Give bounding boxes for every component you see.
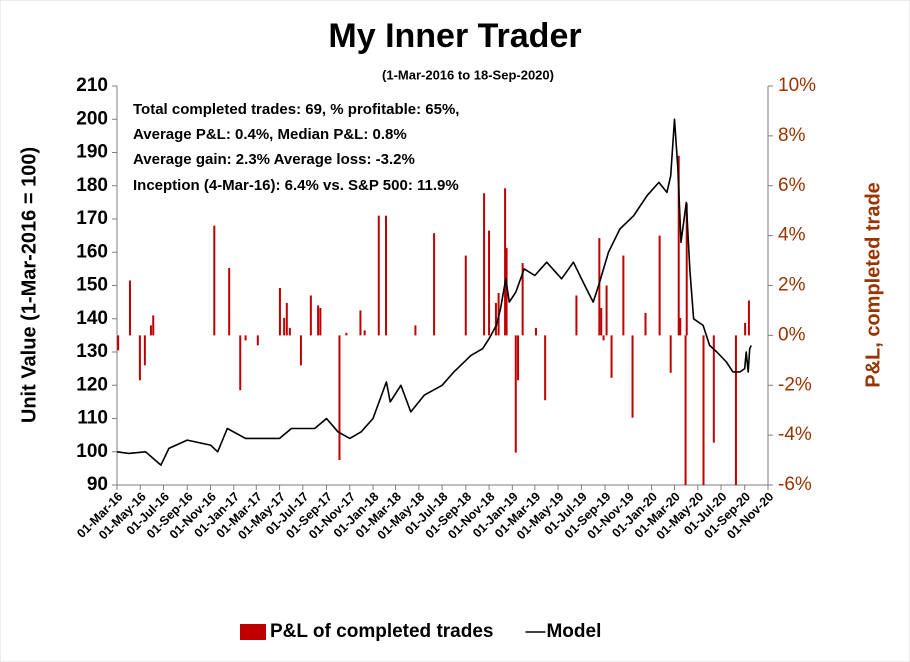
bar bbox=[685, 203, 688, 336]
bar bbox=[138, 335, 141, 381]
annotation: Inception (4-Mar-16): 6.4% vs. S&P 500: … bbox=[133, 177, 459, 194]
bar bbox=[128, 280, 131, 336]
bar bbox=[644, 312, 647, 336]
bar bbox=[488, 230, 491, 336]
bar bbox=[504, 188, 507, 336]
bar bbox=[702, 335, 705, 485]
y-tick-label: 120 bbox=[76, 374, 108, 395]
bar bbox=[494, 302, 497, 336]
bar bbox=[544, 335, 547, 401]
legend-label: Model bbox=[546, 621, 601, 642]
bar bbox=[575, 295, 578, 336]
annotation: Average gain: 2.3% Average loss: -3.2% bbox=[133, 151, 415, 168]
bar bbox=[239, 335, 242, 391]
bar bbox=[117, 335, 120, 351]
y-tick-label: 110 bbox=[77, 408, 108, 429]
y-tick-label: 140 bbox=[76, 308, 108, 329]
bar bbox=[256, 335, 259, 346]
chart-title: My Inner Trader bbox=[328, 17, 581, 55]
y2-tick-label: -6% bbox=[778, 474, 812, 495]
bar bbox=[631, 335, 634, 418]
bar bbox=[679, 317, 682, 336]
bar bbox=[677, 155, 680, 336]
y2-tick-label: 8% bbox=[778, 125, 806, 146]
bar bbox=[734, 335, 737, 485]
bar bbox=[598, 238, 601, 336]
bar bbox=[414, 325, 417, 336]
bar bbox=[359, 310, 362, 336]
y2-tick-label: -4% bbox=[778, 424, 812, 445]
y-tick-label: 90 bbox=[87, 474, 108, 495]
bar bbox=[244, 335, 247, 341]
bar bbox=[517, 335, 520, 381]
line bbox=[116, 118, 752, 466]
y-tick-label: 130 bbox=[76, 341, 108, 362]
bar bbox=[152, 315, 155, 336]
y-axis-label: Unit Value (1-Mar-2016 = 100) bbox=[18, 147, 40, 423]
bar bbox=[464, 255, 467, 336]
y2-tick-label: 2% bbox=[778, 275, 806, 296]
y-tick-label: 180 bbox=[76, 175, 108, 196]
bar bbox=[288, 327, 291, 336]
bar bbox=[338, 335, 341, 461]
bar bbox=[658, 235, 661, 336]
bar bbox=[712, 335, 715, 443]
bar bbox=[377, 215, 380, 336]
bar bbox=[514, 335, 517, 453]
bar bbox=[483, 193, 486, 336]
bar bbox=[684, 335, 687, 485]
legend-swatch bbox=[240, 624, 266, 640]
bar bbox=[319, 307, 322, 336]
y-tick-label: 170 bbox=[76, 208, 108, 229]
bar bbox=[285, 302, 288, 336]
y-tick-label: 190 bbox=[76, 142, 108, 163]
y2-tick-label: 10% bbox=[778, 75, 816, 96]
y2-tick-label: 6% bbox=[778, 175, 806, 196]
bar bbox=[605, 285, 608, 336]
bar bbox=[534, 327, 537, 336]
bar bbox=[363, 330, 366, 336]
y-tick-label: 100 bbox=[76, 441, 108, 462]
bar bbox=[521, 263, 524, 336]
bar bbox=[283, 317, 286, 336]
bar bbox=[602, 335, 605, 341]
y2-tick-label: -2% bbox=[778, 374, 812, 395]
chart-subtitle: (1-Mar-2016 to 18-Sep-2020) bbox=[382, 67, 554, 82]
bar bbox=[744, 322, 747, 336]
bar bbox=[505, 248, 508, 336]
y-tick-label: 210 bbox=[76, 75, 108, 96]
y2-axis-label: P&L, completed trade bbox=[862, 182, 884, 388]
y2-tick-label: 0% bbox=[778, 324, 806, 345]
bar bbox=[228, 268, 231, 336]
legend-label: P&L of completed trades bbox=[270, 621, 493, 642]
y-tick-label: 160 bbox=[76, 241, 108, 262]
bar bbox=[213, 225, 216, 336]
bar bbox=[345, 332, 348, 336]
bar bbox=[143, 335, 146, 366]
bar bbox=[747, 300, 750, 336]
annotation: Average P&L: 0.4%, Median P&L: 0.8% bbox=[133, 126, 407, 143]
bar bbox=[299, 335, 302, 366]
bar bbox=[622, 255, 625, 336]
bar bbox=[149, 325, 152, 336]
bar bbox=[600, 307, 603, 336]
bar bbox=[309, 295, 312, 336]
y-tick-label: 150 bbox=[76, 275, 108, 296]
bar bbox=[278, 287, 281, 336]
bar bbox=[669, 335, 672, 373]
bar bbox=[610, 335, 613, 378]
y-tick-label: 200 bbox=[76, 108, 108, 129]
bar bbox=[317, 305, 320, 336]
bar bbox=[433, 233, 436, 336]
bar bbox=[385, 215, 388, 336]
y2-tick-label: 4% bbox=[778, 225, 806, 246]
annotation: Total completed trades: 69, % profitable… bbox=[133, 101, 459, 118]
